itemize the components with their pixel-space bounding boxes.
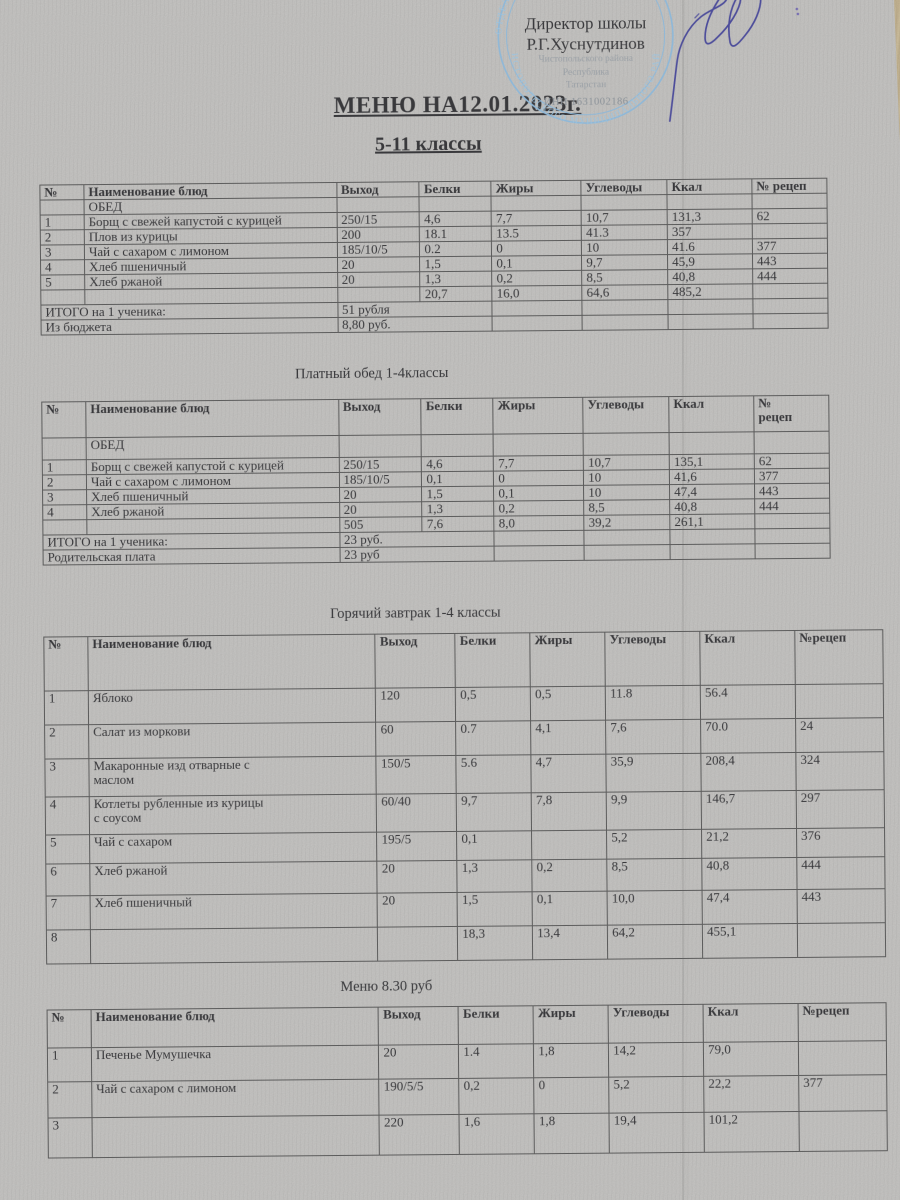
svg-text:Чистопольского района: Чистопольского района — [539, 53, 634, 65]
svg-text:ИНН 1631002186: ИНН 1631002186 — [544, 96, 629, 108]
svg-text:Р.Г.Хуснутдинов: Р.Г.Хуснутдинов — [526, 34, 644, 54]
svg-text:Татарстан: Татарстан — [566, 80, 606, 90]
svg-text:Директор школы: Директор школы — [525, 13, 647, 33]
svg-text:Республика: Республика — [563, 67, 610, 78]
